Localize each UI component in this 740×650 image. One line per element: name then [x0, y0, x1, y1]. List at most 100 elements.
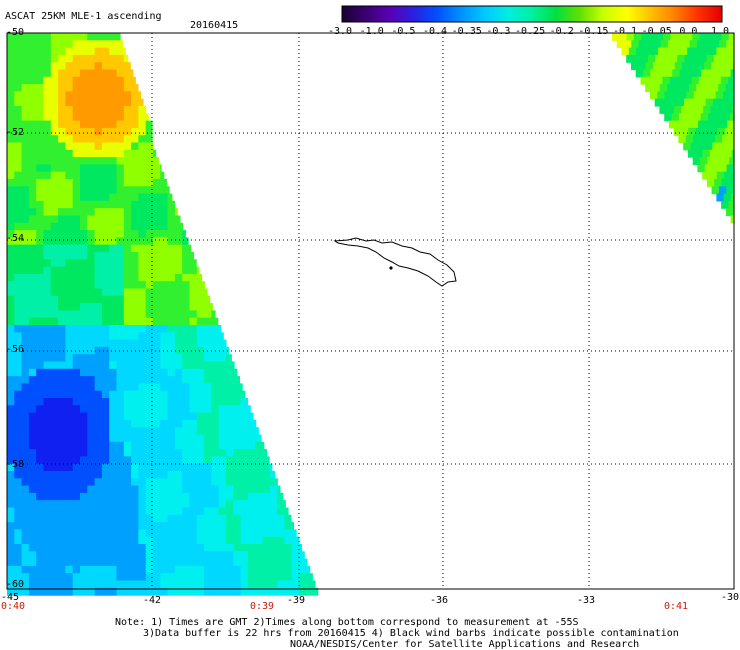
swath-cell	[233, 587, 242, 596]
colorbar-tick-label: -0.5	[391, 26, 416, 37]
swath-cell	[28, 412, 37, 421]
swath-cell	[116, 303, 125, 311]
swath-cell	[50, 376, 59, 384]
swath-cell	[233, 580, 242, 589]
swath-cell	[131, 120, 139, 129]
swath-cell	[116, 514, 125, 523]
swath-cell	[702, 127, 711, 136]
swath-cell	[182, 412, 191, 421]
swath-cell	[36, 398, 45, 406]
swath-cell	[145, 142, 154, 151]
swath-cell	[7, 368, 15, 377]
swath-cell	[131, 127, 139, 136]
swath-cell	[72, 120, 81, 129]
swath-cell	[80, 412, 88, 421]
swath-cell	[226, 492, 234, 501]
swath-cell	[218, 463, 227, 472]
swath-cell	[7, 84, 15, 92]
swath-cell	[145, 507, 154, 516]
swath-cell	[94, 419, 103, 428]
swath-cell	[709, 149, 718, 158]
swath-cell	[101, 310, 110, 319]
swath-cell	[167, 310, 176, 319]
swath-cell	[160, 390, 169, 399]
swath-cell	[189, 478, 198, 487]
swath-cell	[109, 281, 118, 290]
swath-cell	[14, 514, 23, 523]
swath-cell	[123, 551, 132, 560]
swath-cell	[689, 84, 697, 92]
colorbar-tick-label: -0.25	[515, 26, 546, 37]
swath-cell	[233, 368, 238, 377]
swath-cell	[14, 587, 23, 596]
swath-cell	[717, 106, 726, 114]
swath-cell	[719, 164, 728, 173]
swath-cell	[717, 127, 726, 136]
swath-cell	[167, 434, 176, 443]
swath-cell	[703, 84, 712, 92]
swath-cell	[109, 266, 118, 275]
swath-cell	[87, 281, 96, 290]
swath-cell	[174, 427, 183, 436]
swath-cell	[58, 405, 66, 414]
swath-cell	[131, 463, 139, 472]
swath-cell	[676, 98, 685, 107]
swath-cell	[101, 54, 110, 63]
swath-cell	[43, 441, 52, 450]
swath-cell	[247, 405, 251, 414]
swath-cell	[174, 368, 183, 377]
swath-cell	[204, 536, 212, 545]
swath-cell	[196, 580, 205, 589]
swath-cell	[233, 573, 242, 582]
swath-cell	[726, 40, 735, 49]
swath-cell	[43, 98, 52, 107]
swath-cell	[28, 252, 37, 260]
swath-cell	[101, 522, 110, 530]
swath-cell	[174, 507, 183, 516]
swath-cell	[160, 259, 169, 268]
swath-cell	[204, 573, 212, 582]
swath-cell	[160, 529, 169, 538]
swath-cell	[715, 91, 724, 100]
swath-cell	[211, 354, 220, 363]
swath-cell	[182, 303, 191, 311]
swath-cell	[131, 288, 139, 297]
swath-cell	[233, 398, 242, 406]
swath-cell	[101, 33, 110, 41]
swath-cell	[58, 193, 66, 202]
swath-cell	[262, 551, 271, 560]
swath-cell	[123, 135, 132, 144]
swath-cell	[72, 186, 81, 195]
swath-cell	[72, 529, 81, 538]
swath-cell	[153, 354, 161, 363]
swath-cell	[7, 471, 15, 479]
swath-cell	[633, 33, 642, 41]
swath-cell	[58, 208, 66, 217]
swath-cell	[14, 222, 23, 231]
swath-cell	[269, 485, 278, 494]
swath-cell	[65, 383, 74, 392]
swath-cell	[50, 317, 59, 326]
swath-cell	[153, 573, 161, 582]
swath-cell	[189, 273, 198, 282]
swath-cell	[87, 288, 96, 297]
swath-cell	[87, 259, 96, 268]
swath-cell	[189, 295, 198, 304]
swath-cell	[160, 208, 169, 217]
swath-cell	[28, 215, 37, 224]
swath-cell	[204, 383, 212, 392]
swath-cell	[167, 412, 176, 421]
swath-cell	[145, 120, 153, 129]
swath-cell	[72, 142, 81, 151]
swath-cell	[233, 463, 242, 472]
swath-cell	[131, 536, 139, 545]
swath-cell	[211, 412, 220, 421]
swath-cell	[50, 157, 59, 165]
swath-cell	[36, 222, 45, 231]
swath-cell	[262, 492, 271, 501]
swath-cell	[28, 171, 37, 180]
swath-cell	[109, 230, 118, 238]
swath-cell	[87, 354, 96, 363]
swath-cell	[101, 434, 110, 443]
swath-cell	[72, 449, 81, 457]
